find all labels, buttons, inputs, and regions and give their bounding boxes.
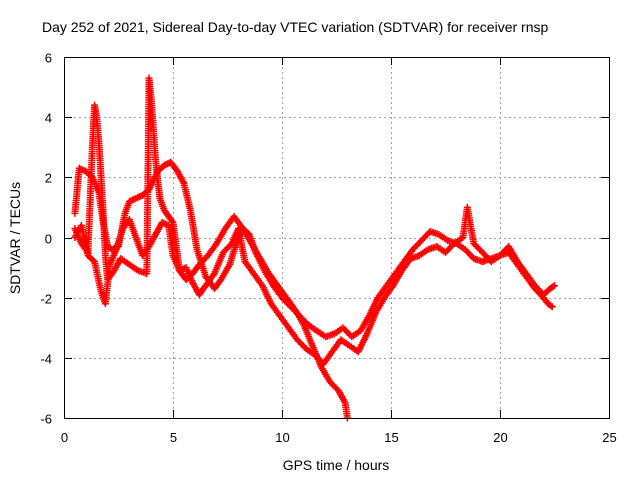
data-point: [547, 302, 555, 310]
y-tick-label: 6: [45, 51, 52, 66]
axis-ticks: 0 5 10 15 20 25 -6 -4 -2 0 2 4 6: [40, 51, 616, 446]
y-axis-label: SDTVAR / TECUs: [7, 182, 23, 294]
y-tick-label: 2: [45, 171, 52, 186]
x-tick-label: 5: [170, 430, 177, 445]
series-track-3: [71, 203, 558, 368]
x-tick-label: 20: [493, 430, 507, 445]
x-tick-label: 0: [61, 430, 68, 445]
data-marks: [71, 74, 558, 422]
y-tick-label: -2: [40, 292, 52, 307]
y-tick-label: 0: [45, 232, 52, 247]
data-point: [168, 217, 176, 225]
x-tick-label: 10: [275, 430, 289, 445]
chart-title: Day 252 of 2021, Sidereal Day-to-day VTE…: [42, 19, 548, 35]
x-tick-label: 15: [384, 430, 398, 445]
data-point: [548, 303, 556, 311]
x-axis-label: GPS time / hours: [283, 457, 390, 473]
y-tick-label: -4: [40, 352, 52, 367]
y-tick-label: 4: [45, 111, 52, 126]
data-point: [549, 283, 557, 291]
x-tick-label: 25: [602, 430, 616, 445]
data-point: [551, 282, 558, 290]
y-tick-label: -6: [40, 412, 52, 427]
